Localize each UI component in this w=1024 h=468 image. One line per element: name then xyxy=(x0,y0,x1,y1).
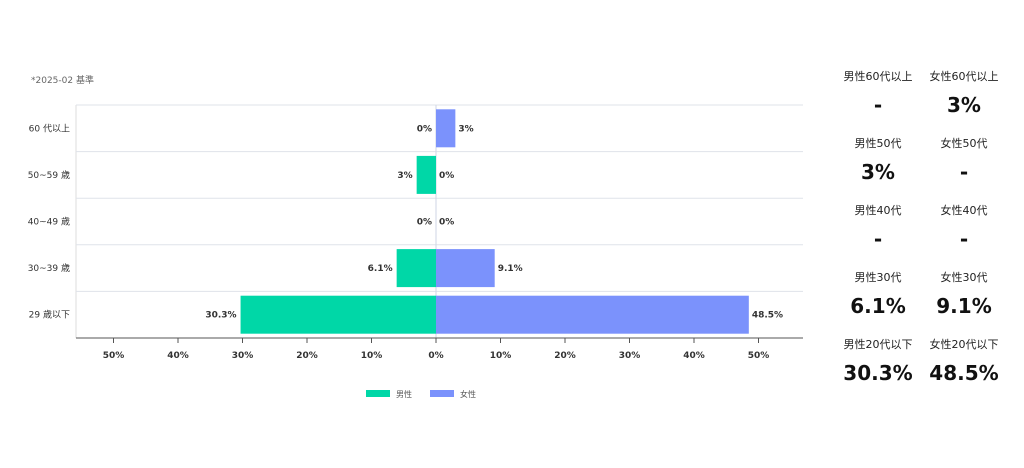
stat-female-30s: 女性30代 9.1% xyxy=(924,271,1004,338)
x-tick-label: 50% xyxy=(748,351,770,361)
stat-label: 女性40代 xyxy=(940,204,988,217)
stat-label: 女性20代以下 xyxy=(929,338,999,351)
stat-row-50s: 男性50代 3% 女性50代 - xyxy=(838,137,1018,204)
stat-label: 女性60代以上 xyxy=(929,70,999,83)
legend-label-female: 女性 xyxy=(460,389,476,399)
stat-female-50s: 女性50代 - xyxy=(924,137,1004,204)
base-date-note: *2025-02 基準 xyxy=(31,76,94,86)
female-value-label: 9.1% xyxy=(498,264,523,274)
stat-male-50s: 男性50代 3% xyxy=(838,137,918,204)
x-tick-label: 10% xyxy=(361,351,383,361)
stat-value: - xyxy=(873,93,883,117)
male-value-label: 3% xyxy=(397,171,412,181)
stat-label: 男性50代 xyxy=(854,137,902,150)
x-tick-label: 30% xyxy=(619,351,641,361)
stat-label: 女性30代 xyxy=(940,271,988,284)
stat-row-20s: 男性20代以下 30.3% 女性20代以下 48.5% xyxy=(838,338,1018,405)
female-bar xyxy=(436,109,456,148)
stat-label: 男性40代 xyxy=(854,204,902,217)
male-bar xyxy=(396,249,436,288)
female-value-label: 0% xyxy=(439,171,454,181)
stat-value: - xyxy=(959,160,969,184)
female-value-label: 0% xyxy=(439,218,454,228)
x-tick-label: 10% xyxy=(490,351,512,361)
stat-female-20s: 女性20代以下 48.5% xyxy=(924,338,1004,405)
x-tick-label: 0% xyxy=(428,351,443,361)
stat-value: 9.1% xyxy=(936,294,992,318)
stat-value: - xyxy=(873,227,883,251)
male-value-label: 30.3% xyxy=(205,311,236,321)
legend-label-male: 男性 xyxy=(396,389,412,399)
x-tick-label: 30% xyxy=(232,351,254,361)
population-pyramid-chart: 60 代以上 0% 3% 50~59 歳 3% 0% 40~49 歳 0% 0% 30~39 歳 6… xyxy=(28,104,803,399)
category-label: 40~49 歳 xyxy=(28,216,70,228)
legend-swatch-male xyxy=(366,390,390,397)
stat-male-20s: 男性20代以下 30.3% xyxy=(838,338,918,405)
stat-female-60s: 女性60代以上 3% xyxy=(924,70,1004,137)
x-tick-label: 40% xyxy=(683,351,705,361)
stat-row-30s: 男性30代 6.1% 女性30代 9.1% xyxy=(838,271,1018,338)
category-label: 50~59 歳 xyxy=(28,169,70,181)
x-tick-label: 50% xyxy=(103,351,125,361)
female-value-label: 48.5% xyxy=(752,311,783,321)
stat-value: 30.3% xyxy=(843,361,913,385)
stat-label: 女性50代 xyxy=(940,137,988,150)
stat-label: 男性30代 xyxy=(854,271,902,284)
stat-female-40s: 女性40代 - xyxy=(924,204,1004,271)
stat-value: 48.5% xyxy=(929,361,999,385)
legend-swatch-female xyxy=(430,390,454,397)
stat-value: 6.1% xyxy=(850,294,906,318)
male-value-label: 0% xyxy=(417,124,432,134)
female-bar xyxy=(436,249,495,288)
stats-panel: 男性60代以上 - 女性60代以上 3% 男性50代 3% 女性50代 - 男性… xyxy=(838,70,1018,405)
category-label: 30~39 歳 xyxy=(28,262,70,274)
male-value-label: 6.1% xyxy=(368,264,393,274)
x-tick-label: 20% xyxy=(296,351,318,361)
stat-value: 3% xyxy=(861,160,895,184)
x-tick-label: 20% xyxy=(554,351,576,361)
stat-male-30s: 男性30代 6.1% xyxy=(838,271,918,338)
stat-male-40s: 男性40代 - xyxy=(838,204,918,271)
male-bar xyxy=(416,155,436,194)
female-value-label: 3% xyxy=(458,124,473,134)
stat-male-60s: 男性60代以上 - xyxy=(838,70,918,137)
stat-label: 男性60代以上 xyxy=(843,70,913,83)
stat-value: 3% xyxy=(947,93,981,117)
category-label: 29 歳以下 xyxy=(29,309,70,321)
female-bar xyxy=(436,295,749,334)
stat-label: 男性20代以下 xyxy=(843,338,913,351)
stat-row-60s: 男性60代以上 - 女性60代以上 3% xyxy=(838,70,1018,137)
x-tick-label: 40% xyxy=(167,351,189,361)
male-bar xyxy=(240,295,436,334)
category-label: 60 代以上 xyxy=(29,123,70,134)
male-value-label: 0% xyxy=(417,218,432,228)
stat-value: - xyxy=(959,227,969,251)
stat-row-40s: 男性40代 - 女性40代 - xyxy=(838,204,1018,271)
